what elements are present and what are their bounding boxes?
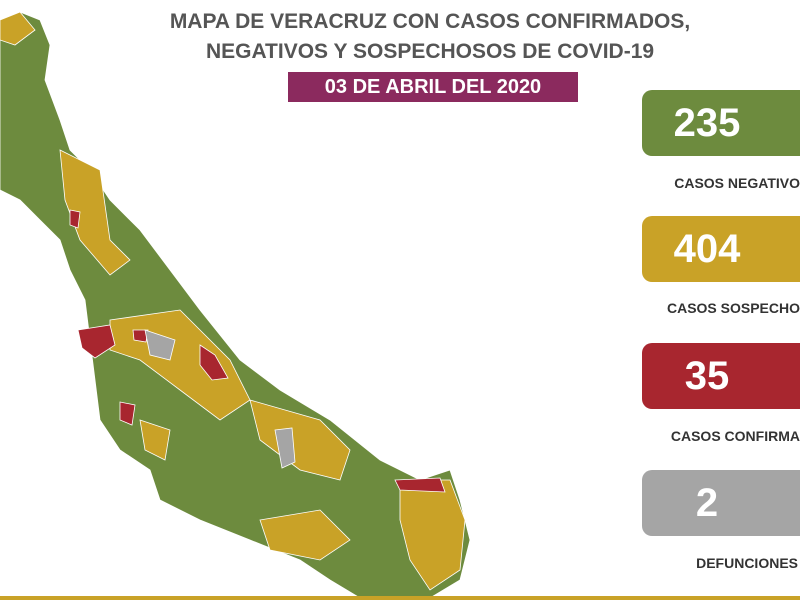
stat-card: 2 xyxy=(642,470,800,536)
confirmed-area xyxy=(119,401,136,426)
confirmed-area xyxy=(199,344,229,381)
suspect-area xyxy=(249,399,351,481)
stat-label: CASOS CONFIRMA xyxy=(670,428,800,444)
suspect-area xyxy=(59,149,131,276)
title: NEGATIVOS Y SOSPECHOSOS DE COVID-19 xyxy=(205,40,655,63)
confirmed-area xyxy=(69,209,81,229)
stat-card: 404 xyxy=(642,216,800,282)
suspect-area xyxy=(139,419,171,461)
map xyxy=(0,11,471,599)
confirmed-area xyxy=(132,329,149,343)
stat-card: 35 xyxy=(642,343,800,409)
stat-card: 235 xyxy=(642,90,800,156)
suspect-area xyxy=(259,509,351,561)
footer-bar xyxy=(0,596,800,600)
stat-label: DEFUNCIONES xyxy=(696,555,798,571)
death-area xyxy=(144,329,176,361)
death-area xyxy=(274,427,296,469)
title: MAPA DE VERACRUZ CON CASOS CONFIRMADOS, xyxy=(169,10,691,33)
suspect-area xyxy=(399,479,466,591)
confirmed-area xyxy=(77,324,116,359)
confirmed-area xyxy=(394,477,446,493)
date-banner: 03 DE ABRIL DEL 2020 xyxy=(288,72,578,102)
suspect-area xyxy=(0,11,36,46)
stat-label: CASOS SOSPECHO xyxy=(666,300,800,316)
stat-label: CASOS NEGATIVO xyxy=(674,175,800,191)
